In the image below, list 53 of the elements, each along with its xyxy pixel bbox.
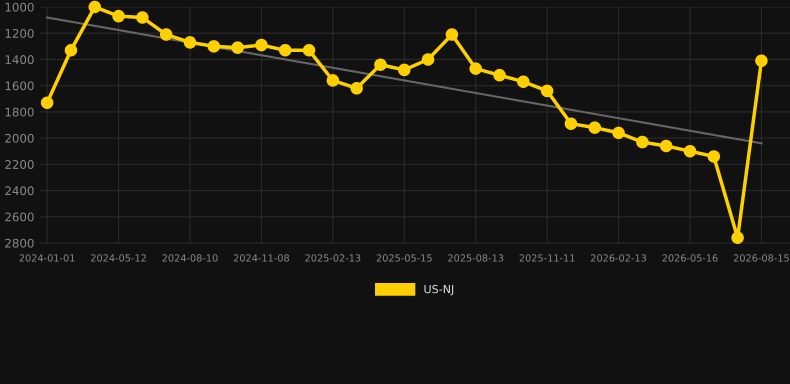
y-tick-label: 2400	[5, 186, 34, 196]
point	[588, 121, 602, 134]
point	[374, 58, 387, 71]
x-tick-label: 2025-02-13	[305, 254, 360, 262]
y-tick-label: 2200	[5, 160, 34, 169]
y-tick-label: 2800	[5, 238, 34, 248]
point	[160, 28, 172, 41]
x-tick-label: 2026-02-13	[591, 254, 646, 262]
point	[660, 140, 672, 152]
point	[422, 53, 434, 66]
point	[540, 84, 554, 98]
point	[208, 40, 220, 53]
point	[564, 117, 578, 130]
y-tick-label: 1600	[6, 81, 34, 90]
point	[255, 38, 268, 52]
point	[112, 10, 125, 22]
point	[493, 68, 506, 82]
point	[708, 150, 720, 163]
point	[326, 74, 340, 87]
x-tick-label: 2024-05-12	[91, 254, 146, 262]
x-tick-label: 2026-05-16	[662, 254, 718, 262]
point	[755, 54, 768, 68]
point	[184, 36, 196, 49]
point	[517, 75, 530, 88]
point	[398, 64, 411, 76]
x-tick-label: 2024-11-08	[234, 254, 290, 262]
legend-label: US-NJ	[424, 284, 454, 296]
point	[636, 136, 649, 148]
x-tick-label: 2026-08-15	[734, 254, 789, 262]
point	[64, 44, 78, 57]
y-tick-label: 2600	[5, 212, 34, 222]
point	[469, 62, 482, 75]
point	[302, 44, 316, 57]
x-tick-label: 2025-05-15	[376, 254, 432, 262]
point	[40, 96, 54, 109]
point	[446, 28, 458, 41]
point	[350, 82, 363, 95]
point	[731, 232, 744, 244]
x-tick-label: 2024-01-01	[20, 254, 74, 262]
point	[88, 0, 102, 14]
point	[612, 126, 625, 140]
y-tick-label: 1000	[6, 2, 34, 12]
y-tick-label: 2000	[5, 134, 34, 143]
point	[278, 44, 292, 57]
y-tick-label: 1200	[6, 28, 34, 38]
point	[684, 144, 696, 158]
y-tick-label: 1400	[6, 55, 34, 64]
x-tick-label: 2025-11-11	[520, 254, 574, 262]
point	[231, 41, 244, 54]
y-tick-label: 1800	[6, 108, 34, 117]
point	[136, 11, 149, 24]
x-tick-label: 2024-08-10	[162, 254, 218, 262]
x-tick-label: 2025-08-13	[448, 254, 504, 262]
